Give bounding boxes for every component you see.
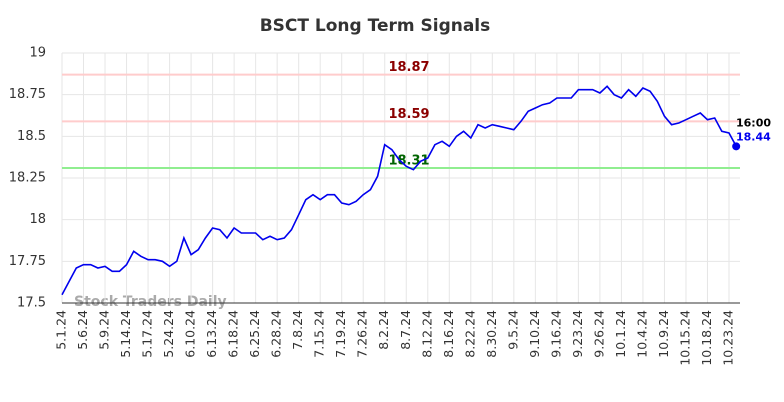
y-tick-label: 18.25 <box>9 171 46 186</box>
x-tick-label: 7.26.24 <box>355 310 370 358</box>
x-tick-label: 7.15.24 <box>312 310 327 358</box>
signal-label: 18.31 <box>388 154 429 169</box>
chart-title: BSCT Long Term Signals <box>260 16 491 36</box>
end-time: 16:00 <box>736 116 771 129</box>
x-tick-label: 8.16.24 <box>441 310 456 358</box>
x-tick-label: 7.8.24 <box>290 310 305 350</box>
x-tick-label: 6.10.24 <box>183 310 198 358</box>
y-tick-label: 18 <box>29 212 46 227</box>
y-tick-label: 17.75 <box>9 254 46 269</box>
x-tick-label: 5.1.24 <box>54 310 69 350</box>
watermark: Stock Traders Daily <box>74 294 227 310</box>
x-tick-label: 6.13.24 <box>204 310 219 358</box>
x-tick-label: 5.24.24 <box>161 310 176 358</box>
x-tick-label: 10.4.24 <box>634 310 649 358</box>
x-tick-label: 10.15.24 <box>677 310 692 366</box>
signal-label: 18.87 <box>388 60 429 75</box>
x-tick-label: 9.23.24 <box>570 310 585 358</box>
x-tick-label: 5.14.24 <box>118 310 133 358</box>
y-tick-label: 18.5 <box>17 129 46 144</box>
x-tick-label: 10.9.24 <box>656 310 671 358</box>
x-tick-label: 9.26.24 <box>591 310 606 358</box>
x-tick-label: 10.1.24 <box>613 310 628 358</box>
x-tick-label: 10.18.24 <box>699 310 714 366</box>
x-tick-label: 5.17.24 <box>140 310 155 358</box>
x-tick-label: 7.19.24 <box>333 310 348 358</box>
x-tick-label: 10.23.24 <box>721 310 736 366</box>
last-point <box>732 142 741 151</box>
x-tick-label: 8.22.24 <box>462 310 477 358</box>
price-line <box>61 85 737 296</box>
x-tick-label: 9.16.24 <box>548 310 563 358</box>
x-tick-label: 9.10.24 <box>527 310 542 358</box>
x-tick-label: 6.18.24 <box>226 310 241 358</box>
y-tick-label: 17.5 <box>17 296 46 311</box>
x-tick-label: 9.5.24 <box>505 310 520 350</box>
x-tick-label: 5.9.24 <box>97 310 112 350</box>
last-value: 18.44 <box>736 130 771 143</box>
x-tick-label: 8.12.24 <box>419 310 434 358</box>
x-tick-label: 8.2.24 <box>376 310 391 350</box>
y-tick-label: 19 <box>29 46 46 61</box>
y-tick-label: 18.75 <box>9 87 46 102</box>
x-tick-label: 5.6.24 <box>75 310 90 350</box>
x-tick-label: 8.30.24 <box>484 310 499 358</box>
x-tick-label: 6.28.24 <box>269 310 284 358</box>
x-tick-label: 8.7.24 <box>398 310 413 350</box>
x-tick-label: 6.25.24 <box>247 310 262 358</box>
signal-label: 18.59 <box>388 107 429 122</box>
